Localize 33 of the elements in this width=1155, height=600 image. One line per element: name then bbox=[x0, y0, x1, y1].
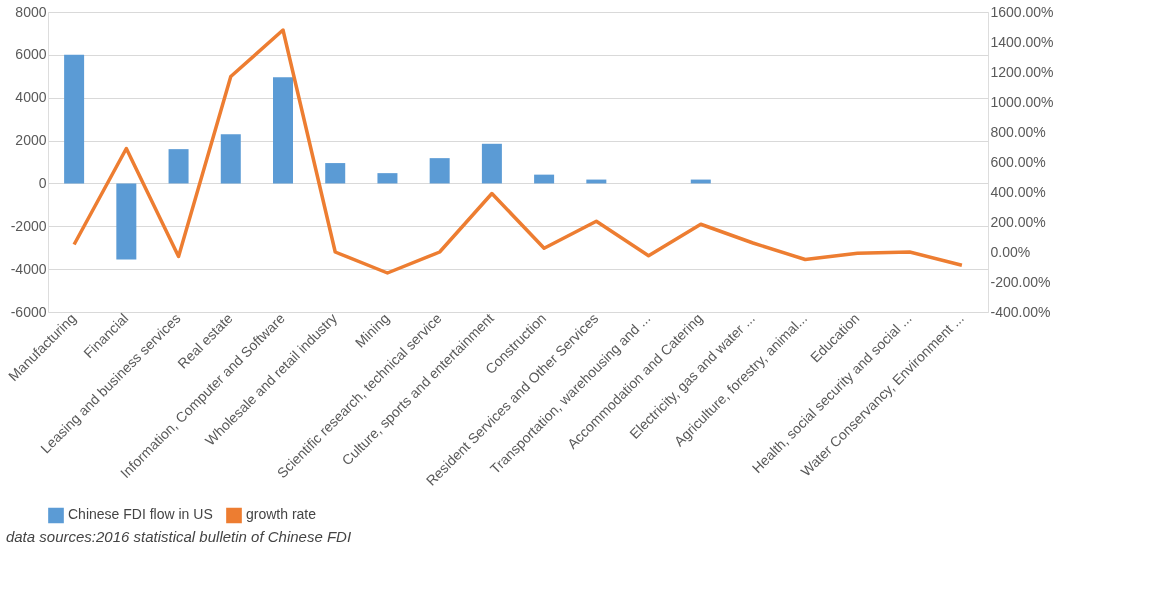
bar bbox=[168, 149, 189, 184]
y2-tick-label: 400.00% bbox=[990, 183, 1046, 200]
y2-tick-label: 200.00% bbox=[990, 213, 1046, 230]
y-tick-label: 0 bbox=[38, 174, 47, 191]
y-tick-label: 4000 bbox=[15, 89, 47, 106]
y2-tick-label: 1000.00% bbox=[990, 93, 1054, 110]
bar bbox=[273, 77, 293, 184]
y2-tick-label: -400.00% bbox=[990, 303, 1051, 320]
y2-tick-label: 0.00% bbox=[990, 243, 1031, 260]
legend-label: Chinese FDI flow in US bbox=[68, 506, 213, 523]
y2-tick-label: 800.00% bbox=[990, 123, 1046, 140]
y2-tick-label: 1600.00% bbox=[990, 3, 1054, 20]
y-tick-label: 6000 bbox=[15, 46, 47, 63]
y-tick-label: -6000 bbox=[10, 303, 47, 320]
y2-tick-label: 1400.00% bbox=[990, 33, 1054, 50]
y2-tick-label: -200.00% bbox=[990, 273, 1051, 290]
bar bbox=[481, 143, 502, 184]
line-series bbox=[72, 28, 964, 275]
y-tick-label: -2000 bbox=[10, 217, 47, 234]
bar bbox=[534, 174, 555, 184]
bar bbox=[116, 183, 137, 260]
legend-label: growth rate bbox=[246, 506, 317, 523]
bar bbox=[377, 173, 398, 184]
bar bbox=[220, 134, 241, 184]
y-tick-label: 2000 bbox=[15, 132, 47, 149]
y2-tick-label: 1200.00% bbox=[990, 63, 1054, 80]
bar bbox=[64, 54, 85, 184]
y-tick-label: -4000 bbox=[10, 260, 47, 277]
bar bbox=[325, 163, 346, 184]
text: data sources:2016 statistical bulletin of Chinese FDI bbox=[5, 528, 352, 545]
y-tick-label: 8000 bbox=[15, 3, 47, 20]
bar bbox=[429, 158, 450, 184]
y2-tick-label: 600.00% bbox=[990, 153, 1046, 170]
